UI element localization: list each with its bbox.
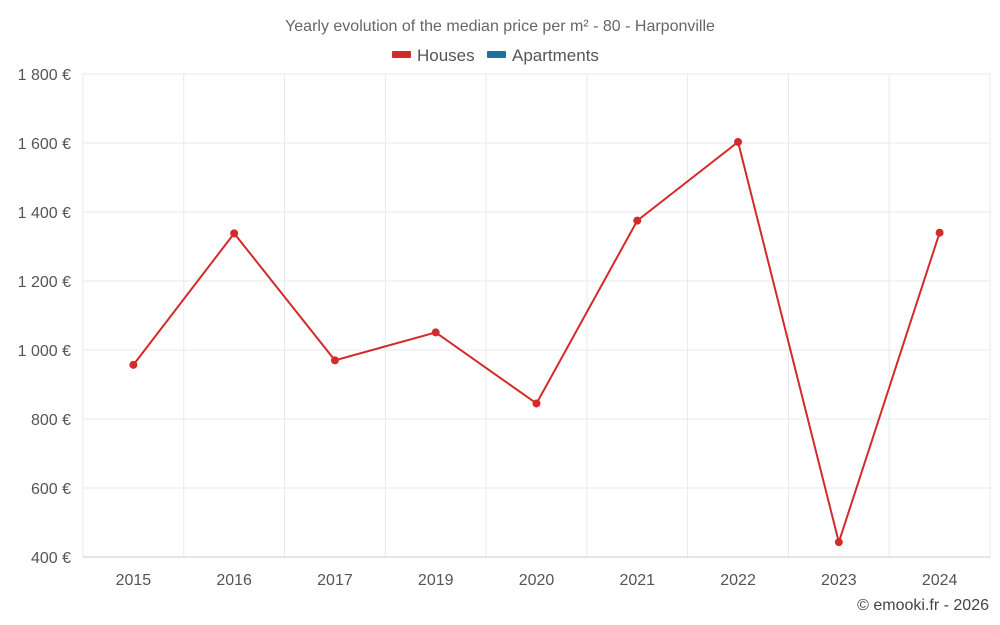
y-tick-label: 1 000 € [18,343,71,360]
legend-swatch [487,51,506,58]
data-point[interactable] [431,328,440,337]
x-tick-label: 2024 [922,572,958,589]
y-tick-label: 400 € [31,550,71,567]
series-layer [129,137,944,547]
data-point[interactable] [734,137,743,146]
x-tick-label: 2023 [821,572,857,589]
x-tick-label: 2015 [116,572,152,589]
x-tick-label: 2016 [216,572,252,589]
legend-item-apartments[interactable]: Apartments [487,46,599,65]
y-tick-label: 1 800 € [18,67,71,84]
x-tick-label: 2022 [720,572,756,589]
legend-label: Houses [417,46,475,65]
y-tick-label: 1 200 € [18,274,71,291]
series-line-houses [132,140,941,546]
y-tick-label: 1 400 € [18,205,71,222]
data-point[interactable] [935,228,944,237]
legend[interactable]: Houses Apartments [392,46,599,65]
x-tick-label: 2017 [317,572,353,589]
legend-item-houses[interactable]: Houses [392,46,475,65]
x-tick-label: 2021 [619,572,655,589]
vertical-gridlines [82,74,991,557]
data-point[interactable] [834,538,843,547]
data-point[interactable] [230,229,239,238]
data-point[interactable] [532,399,541,408]
x-tick-label: 2020 [519,572,555,589]
legend-label: Apartments [512,46,599,65]
x-tick-label: 2019 [418,572,454,589]
y-tick-label: 800 € [31,412,71,429]
y-axis-tick-labels: 400 € 600 € 800 € 1 000 € 1 200 € 1 400 € 1 60… [18,67,71,567]
x-axis-tick-labels: 2015 2016 2017 2019 2020 2021 2022 2023 2024 [116,572,958,589]
legend-swatch [392,51,411,58]
credit-text: © emooki.fr - 2026 [857,597,989,614]
y-tick-label: 1 600 € [18,136,71,153]
y-tick-label: 600 € [31,481,71,498]
data-point[interactable] [633,216,642,225]
chart-title: Yearly evolution of the median price per… [285,18,715,35]
data-point[interactable] [330,356,339,365]
data-point[interactable] [129,360,138,369]
horizontal-gridlines [83,73,990,489]
